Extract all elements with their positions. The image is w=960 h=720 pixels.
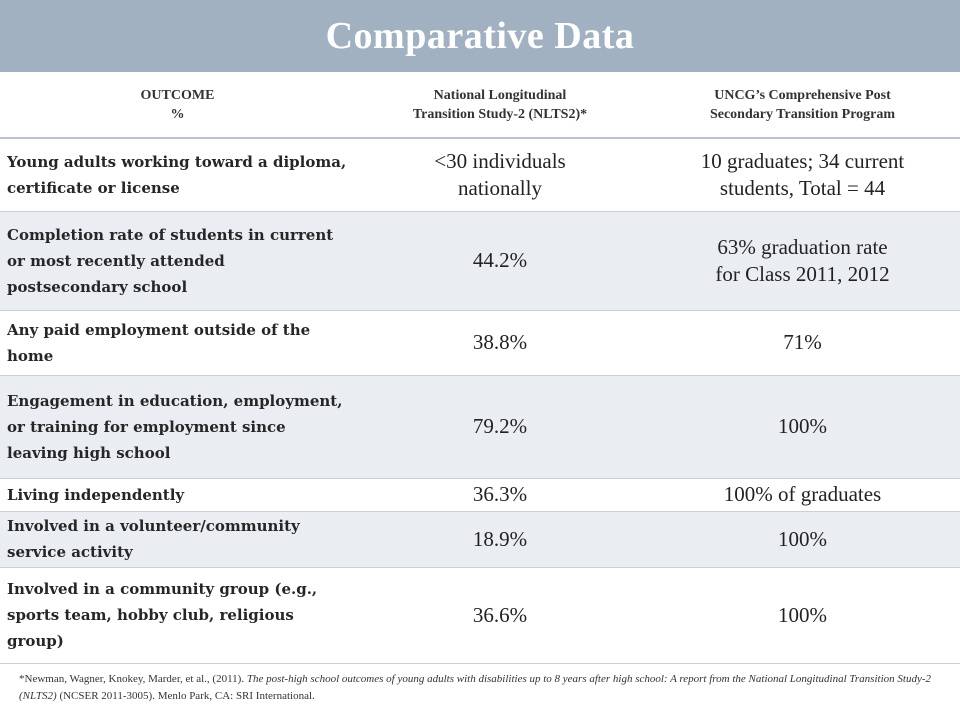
nlts2-value-line: 36.6%	[472, 602, 528, 627]
nlts2-value-line: 18.9%	[472, 526, 528, 551]
uncg-value: 10 graduates; 34 current students, Total…	[645, 138, 960, 212]
nlts2-value: 38.8%	[355, 310, 645, 376]
header-nlts2: National Longitudinal Transition Study-2…	[355, 72, 645, 139]
outcome-label: Involved in a community group (e.g., spo…	[0, 567, 355, 664]
table-row: Involved in a volunteer/community servic…	[0, 511, 960, 568]
nlts2-value: 44.2%	[355, 211, 645, 311]
header-uncg-line: UNCG’s Comprehensive Post	[714, 87, 891, 103]
outcome-label: Engagement in education, employment, or …	[0, 375, 355, 479]
uncg-value-line: 100%	[778, 414, 827, 438]
outcome-label: Living independently	[0, 478, 355, 512]
footnote: *Newman, Wagner, Knokey, Marder, et al.,…	[19, 671, 939, 705]
header-uncg: UNCG’s Comprehensive Post Secondary Tran…	[645, 72, 960, 139]
nlts2-value: 36.3%	[355, 478, 645, 512]
nlts2-value-line: nationally	[458, 175, 542, 200]
header-nlts2-line: National Longitudinal	[433, 87, 567, 103]
table-row: Engagement in education, employment, or …	[0, 375, 960, 479]
outcome-label: Young adults working toward a diploma, c…	[0, 138, 355, 212]
nlts2-value-line: 44.2%	[472, 248, 528, 272]
uncg-value: 100%	[645, 511, 960, 568]
uncg-value-line: 10 graduates; 34 current	[700, 148, 905, 173]
table-row: Young adults working toward a diploma, c…	[0, 138, 960, 212]
header-outcome: OUTCOME %	[0, 72, 355, 139]
uncg-value-line: 100%	[778, 602, 827, 627]
nlts2-value-line: 38.8%	[472, 330, 528, 354]
page-title: Comparative Data	[325, 15, 635, 57]
header-uncg-line: Secondary Transition Program	[709, 106, 896, 122]
outcome-label: Involved in a volunteer/community servic…	[0, 511, 355, 568]
uncg-value-line: 71%	[783, 330, 822, 354]
title-bar: Comparative Data	[0, 0, 960, 72]
uncg-value-line: 100% of graduates	[723, 482, 882, 506]
outcome-label: Any paid employment outside of the home	[0, 310, 355, 376]
uncg-value-line: for Class 2011, 2012	[715, 261, 890, 286]
uncg-value: 100%	[645, 375, 960, 479]
footnote-title: The post-high school outcomes of young a…	[19, 673, 931, 702]
nlts2-value: 79.2%	[355, 375, 645, 479]
header-nlts2-line: Transition Study-2 (NLTS2)*	[412, 106, 588, 122]
header-outcome-line: %	[170, 106, 185, 122]
header-outcome-line: OUTCOME	[140, 87, 215, 103]
nlts2-value: <30 individuals nationally	[355, 138, 645, 212]
nlts2-value-line: 79.2%	[472, 414, 528, 438]
footnote-publisher: (NCSER 2011-3005). Menlo Park, CA: SRI I…	[56, 690, 315, 702]
uncg-value: 63% graduation rate for Class 2011, 2012	[645, 211, 960, 311]
table-row: Any paid employment outside of the home …	[0, 310, 960, 376]
table-row: Living independently 36.3% 100% of gradu…	[0, 478, 960, 512]
uncg-value-line: 63% graduation rate	[717, 234, 888, 259]
outcome-label: Completion rate of students in current o…	[0, 211, 355, 311]
nlts2-value: 36.6%	[355, 567, 645, 664]
uncg-value: 100% of graduates	[645, 478, 960, 512]
footnote-citation: *Newman, Wagner, Knokey, Marder, et al.,…	[19, 673, 247, 685]
table-header-row: OUTCOME % National Longitudinal Transiti…	[0, 72, 960, 139]
nlts2-value: 18.9%	[355, 511, 645, 568]
uncg-value: 71%	[645, 310, 960, 376]
table-row: Involved in a community group (e.g., spo…	[0, 567, 960, 664]
uncg-value-line: students, Total = 44	[719, 175, 886, 200]
nlts2-value-line: <30 individuals	[434, 148, 566, 173]
uncg-value: 100%	[645, 567, 960, 664]
uncg-value-line: 100%	[778, 526, 827, 551]
nlts2-value-line: 36.3%	[472, 482, 528, 506]
comparison-table: OUTCOME % National Longitudinal Transiti…	[0, 72, 960, 664]
table-row: Completion rate of students in current o…	[0, 211, 960, 311]
